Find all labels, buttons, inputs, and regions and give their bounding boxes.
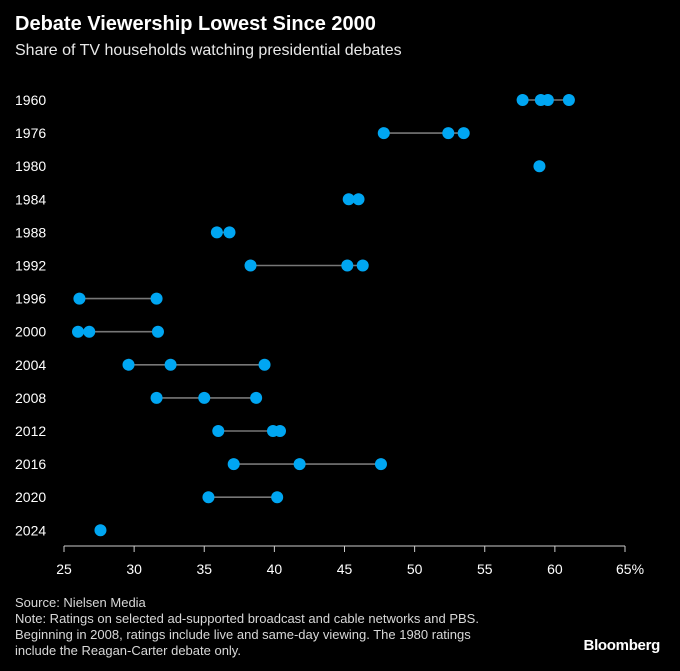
dot-2012-3: [273, 425, 286, 437]
dot-2012-1: [212, 425, 225, 437]
dot-1996-1: [73, 292, 86, 305]
chart-title: Debate Viewership Lowest Since 2000: [15, 13, 376, 35]
dot-1992-2: [341, 259, 354, 272]
x-tick-label-6: 55: [477, 561, 493, 577]
dot-1988-1: [210, 226, 223, 239]
dot-range-chart: 1960 1976 1980 1984 1988 1992 1996 2000 2004 2008…: [15, 92, 644, 577]
row-label-1976: 1976: [15, 125, 46, 141]
dot-1984-1: [342, 193, 355, 206]
row-label-1992: 1992: [15, 258, 46, 274]
dot-1980-1: [533, 160, 546, 173]
dot-1988-2: [223, 226, 236, 239]
row-label-1984: 1984: [15, 191, 46, 207]
x-tick-label-1: 30: [126, 561, 142, 577]
x-tick-label-0: 25: [56, 561, 72, 577]
row-label-2012: 2012: [15, 423, 46, 439]
row-label-2024: 2024: [15, 522, 46, 538]
dot-1996-2: [150, 292, 163, 305]
x-tick-label-2: 35: [196, 561, 212, 577]
dot-1984-2: [352, 193, 365, 206]
dot-2008-2: [198, 391, 211, 404]
bloomberg-logo: Bloomberg: [583, 637, 661, 654]
dot-1976-2: [442, 127, 455, 140]
dot-2008-1: [150, 391, 163, 404]
row-label-2004: 2004: [15, 357, 46, 373]
dot-2016-1: [227, 458, 240, 471]
row-label-1980: 1980: [15, 158, 46, 174]
dot-1992-3: [356, 259, 369, 272]
dot-2016-3: [374, 458, 387, 471]
dot-1976-3: [457, 127, 470, 140]
dot-2020-2: [271, 491, 284, 504]
dot-2008-3: [250, 391, 263, 404]
dot-2004-3: [258, 358, 271, 371]
dot-2000-1: [72, 325, 85, 338]
row-label-2000: 2000: [15, 324, 46, 340]
dot-2016-2: [293, 458, 306, 471]
dot-2000-2: [83, 325, 96, 338]
x-tick-label-4: 45: [337, 561, 353, 577]
dot-2004-1: [122, 358, 135, 371]
row-label-2016: 2016: [15, 456, 46, 472]
dot-2020-1: [202, 491, 215, 504]
note-line-3: include the Reagan-Carter debate only.: [15, 643, 241, 658]
dot-1960-3: [541, 94, 554, 106]
note-line-1: Note: Ratings on selected ad-supported b…: [15, 611, 479, 626]
x-tick-label-7: 60: [547, 561, 563, 577]
row-label-1996: 1996: [15, 291, 46, 307]
dot-1960-4: [562, 94, 575, 106]
dot-2000-3: [151, 325, 164, 338]
dot-1992-1: [244, 259, 257, 272]
row-label-2008: 2008: [15, 390, 46, 406]
x-tick-label-5: 50: [407, 561, 423, 577]
dot-1960-1: [516, 94, 529, 106]
chart-footer: Source: Nielsen Media Note: Ratings on s…: [15, 595, 615, 659]
dot-1976-1: [377, 127, 390, 140]
x-tick-label-3: 40: [267, 561, 283, 577]
row-label-1988: 1988: [15, 224, 46, 240]
x-tick-label-8: 65%: [616, 561, 644, 577]
dot-2004-2: [164, 358, 177, 371]
note-line-2: Beginning in 2008, ratings include live …: [15, 627, 471, 642]
row-label-2020: 2020: [15, 489, 46, 505]
dot-2024-1: [94, 524, 107, 537]
row-label-1960: 1960: [15, 92, 46, 108]
source-note: Source: Nielsen Media: [15, 595, 146, 610]
chart-subtitle: Share of TV households watching presiden…: [15, 42, 402, 59]
